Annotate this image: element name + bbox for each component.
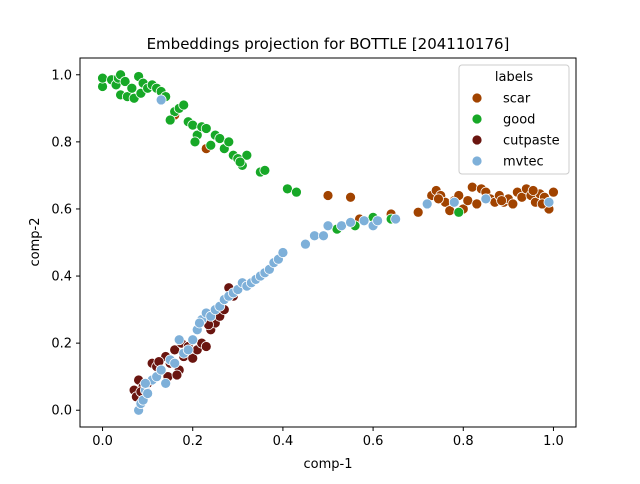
point-good: [223, 136, 235, 148]
x-tick-label: 0.0: [92, 434, 113, 449]
legend-label-scar: scar: [503, 92, 531, 107]
legend-marker-good: [471, 113, 483, 125]
point-scar: [527, 185, 539, 196]
y-tick-label: 0.6: [51, 202, 72, 217]
point-scar: [507, 198, 519, 210]
point-scar: [322, 190, 334, 201]
point-good: [241, 149, 253, 161]
legend-marker-mvtec: [471, 155, 483, 167]
y-axis-label: comp-2: [28, 218, 43, 267]
data-points: [97, 69, 559, 416]
point-mvtec: [421, 198, 433, 210]
point-mvtec: [318, 230, 329, 242]
point-good: [126, 82, 138, 94]
point-good: [259, 165, 271, 176]
point-scar: [462, 195, 474, 206]
y-tick-label: 0.0: [51, 404, 72, 419]
legend-marker-scar: [471, 92, 483, 104]
point-mvtec: [372, 215, 383, 227]
legend-label-good: good: [503, 113, 535, 128]
point-mvtec: [309, 230, 320, 242]
point-mvtec: [336, 220, 347, 232]
point-cutpaste: [171, 369, 183, 381]
chart-title: Embeddings projection for BOTTLE [204110…: [147, 35, 510, 53]
point-good: [119, 76, 131, 87]
point-cutpaste: [200, 341, 212, 352]
point-mvtec: [277, 247, 289, 258]
legend-box: [458, 64, 570, 175]
point-mvtec: [155, 364, 167, 376]
point-mvtec: [300, 238, 311, 250]
legend-label-cutpaste: cutpaste: [503, 134, 560, 149]
point-mvtec: [480, 193, 492, 205]
y-tick-label: 0.2: [51, 337, 72, 352]
point-good: [234, 156, 246, 168]
point-scar: [345, 191, 356, 203]
point-mvtec: [345, 216, 356, 228]
legend-title: labels: [495, 70, 533, 85]
point-good: [214, 133, 226, 144]
point-scar: [548, 186, 559, 198]
point-good: [205, 139, 217, 151]
point-mvtec: [142, 388, 154, 399]
point-mvtec: [390, 213, 402, 225]
point-good: [97, 72, 108, 84]
point-good: [453, 206, 465, 218]
axis-ticks: 0.0 0.2 0.4 0.6 0.8 1.0 0.0 0.2 0.4 0.6 0.8 1.0: [51, 68, 563, 449]
legend-label-mvtec: mvtec: [503, 155, 544, 170]
y-tick-label: 0.4: [51, 270, 72, 285]
legend: labels scar good cutpaste mvtec: [458, 64, 570, 175]
x-tick-label: 0.6: [363, 434, 384, 449]
plot-frame: [79, 57, 577, 428]
point-mvtec: [358, 215, 370, 227]
point-cutpaste: [187, 352, 199, 364]
point-good: [178, 99, 190, 111]
point-scar: [412, 206, 424, 218]
point-good: [282, 183, 293, 195]
x-tick-label: 1.0: [543, 434, 564, 449]
x-axis-label: comp-1: [304, 457, 353, 472]
x-tick-label: 0.2: [182, 434, 203, 449]
point-mvtec: [187, 334, 199, 346]
point-mvtec: [169, 357, 181, 369]
point-good: [200, 123, 212, 134]
point-mvtec: [448, 196, 460, 208]
point-scar: [466, 181, 478, 193]
point-mvtec: [322, 220, 334, 232]
point-good: [189, 136, 201, 148]
x-tick-label: 0.8: [453, 434, 474, 449]
y-tick-label: 0.8: [51, 135, 72, 150]
point-mvtec: [543, 196, 555, 208]
point-mvtec: [182, 344, 194, 356]
point-mvtec: [155, 94, 167, 106]
point-scar: [433, 193, 444, 205]
point-mvtec: [140, 378, 151, 389]
y-tick-label: 1.0: [51, 68, 72, 83]
point-mvtec: [194, 317, 205, 329]
point-good: [291, 186, 302, 198]
point-mvtec: [160, 378, 172, 389]
point-good: [164, 114, 176, 126]
point-mvtec: [173, 334, 185, 346]
point-good: [187, 119, 199, 131]
legend-marker-cutpaste: [471, 134, 483, 146]
point-scar: [496, 195, 507, 206]
point-scar: [471, 198, 483, 210]
x-tick-label: 0.4: [273, 434, 294, 449]
